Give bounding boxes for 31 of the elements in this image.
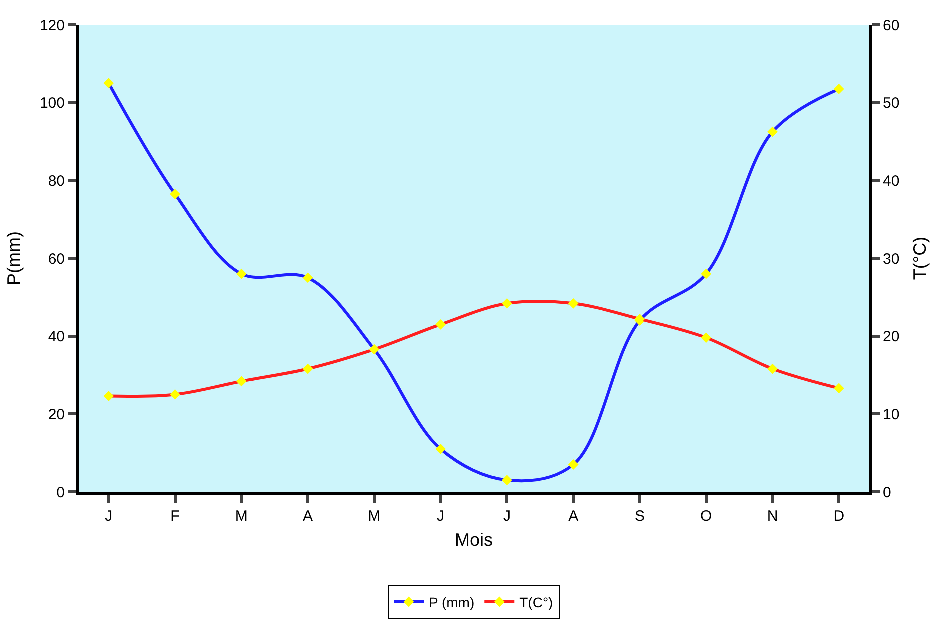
y-axis-title: P(mm) [4,232,24,286]
legend-label: P (mm) [429,594,475,610]
x-tick-label: F [170,508,180,525]
y2-tick-label: 60 [883,17,900,34]
y-tick-label: 80 [48,172,65,190]
x-tick-label: A [303,508,314,525]
y2-tick-label: 10 [883,406,900,424]
x-tick-label: S [634,508,645,525]
y2-tick-label: 0 [883,484,892,502]
y-tick-label: 100 [40,95,65,112]
x-tick-label: M [235,508,248,525]
y2-tick-label: 40 [883,172,900,190]
y-tick-label: 120 [40,17,65,34]
x-tick-label: D [834,508,845,525]
x-axis-title: Mois [454,530,494,550]
y2-tick-label: 30 [883,250,900,268]
legend-label: T(C°) [520,594,554,610]
y2-tick-label: 50 [883,95,900,112]
y-tick-label: 0 [56,484,65,502]
y-tick-label: 40 [48,328,65,346]
x-tick-label: J [105,508,113,525]
x-tick-label: J [437,508,445,525]
x-tick-label: N [767,508,778,525]
y-tick-label: 20 [48,406,65,424]
x-tick-label: O [700,508,712,525]
y-tick-label: 60 [48,250,65,268]
x-tick-label: M [368,508,381,525]
x-tick-label: A [568,508,579,525]
x-tick-label: J [503,508,511,525]
y2-axis-title: T(°C) [910,236,930,280]
y2-tick-label: 20 [883,328,900,346]
